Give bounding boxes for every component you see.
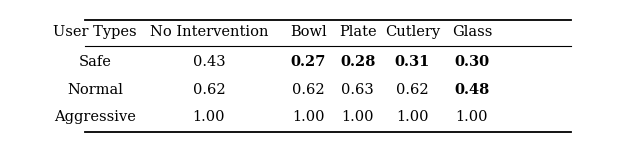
Text: 0.27: 0.27	[291, 55, 326, 69]
Text: 0.62: 0.62	[396, 83, 429, 97]
Text: Safe: Safe	[79, 55, 111, 69]
Text: 1.00: 1.00	[396, 110, 429, 124]
Text: 1.00: 1.00	[342, 110, 374, 124]
Text: Normal: Normal	[67, 83, 123, 97]
Text: Bowl: Bowl	[290, 25, 326, 39]
Text: Cutlery: Cutlery	[385, 25, 440, 39]
Text: 0.63: 0.63	[341, 83, 374, 97]
Text: Glass: Glass	[452, 25, 492, 39]
Text: User Types: User Types	[53, 25, 137, 39]
Text: 0.48: 0.48	[454, 83, 490, 97]
Text: 0.31: 0.31	[395, 55, 430, 69]
Text: Plate: Plate	[339, 25, 376, 39]
Text: 0.28: 0.28	[340, 55, 376, 69]
Text: No Intervention: No Intervention	[150, 25, 268, 39]
Text: 0.30: 0.30	[454, 55, 490, 69]
Text: 0.62: 0.62	[292, 83, 324, 97]
Text: 0.62: 0.62	[193, 83, 225, 97]
Text: 1.00: 1.00	[193, 110, 225, 124]
Text: 1.00: 1.00	[456, 110, 488, 124]
Text: 0.43: 0.43	[193, 55, 225, 69]
Text: Aggressive: Aggressive	[54, 110, 136, 124]
Text: 1.00: 1.00	[292, 110, 324, 124]
